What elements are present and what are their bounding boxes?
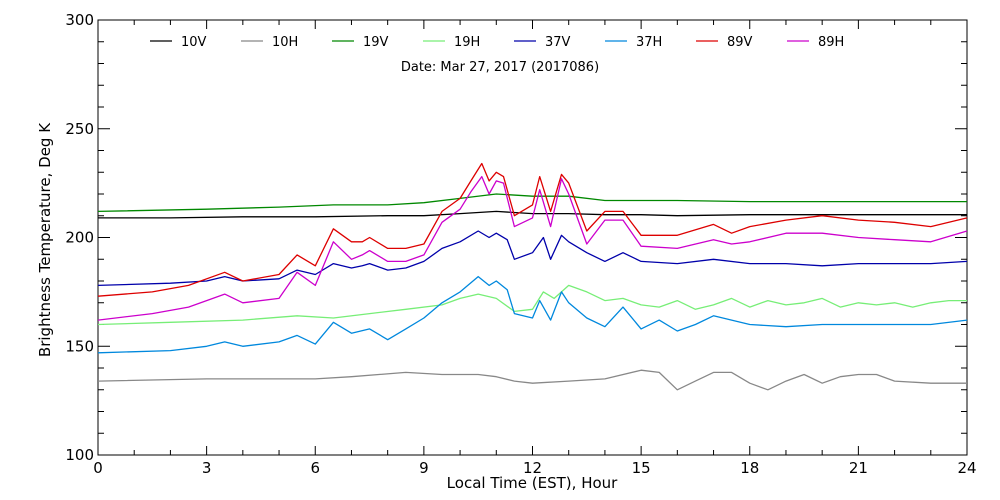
legend-label-10h: 10H xyxy=(272,35,298,50)
axis-ticks xyxy=(97,19,968,456)
date-annotation: Date: Mar 27, 2017 (2017086) xyxy=(401,60,599,75)
x-tick-label: 3 xyxy=(202,459,212,477)
x-tick-label: 12 xyxy=(523,459,542,477)
series-line-37h xyxy=(97,275,968,354)
series-line-37v xyxy=(97,230,968,287)
legend-label-19h: 19H xyxy=(454,35,480,50)
x-tick-label: 9 xyxy=(419,459,429,477)
y-tick-label: 150 xyxy=(65,337,94,355)
axis-tick-labels: 0 3 6 9 12 15 18 21 24 100 150 200 250 300 xyxy=(65,11,976,477)
x-tick-label: 21 xyxy=(849,459,868,477)
y-tick-label: 300 xyxy=(65,11,94,29)
x-tick-label: 0 xyxy=(93,459,103,477)
legend-label-37v: 37V xyxy=(545,35,571,50)
y-tick-label: 100 xyxy=(65,446,94,464)
x-tick-label: 15 xyxy=(632,459,651,477)
plot-frame xyxy=(97,19,968,456)
series-line-10h xyxy=(97,369,967,391)
series-line-10v xyxy=(98,210,967,219)
series-line-19v xyxy=(97,193,967,213)
x-axis-title: Local Time (EST), Hour xyxy=(447,474,618,492)
legend-label-19v: 19V xyxy=(363,35,389,50)
y-axis-title: Brightness Temperature, Deg K xyxy=(36,122,54,357)
y-tick-label: 250 xyxy=(65,120,94,138)
legend: 10V 10H 19V 19H 37V 37H 89V 89H xyxy=(150,35,844,50)
series-lines xyxy=(97,162,968,391)
y-tick-label: 200 xyxy=(65,229,94,247)
x-tick-label: 6 xyxy=(310,459,320,477)
legend-label-89h: 89H xyxy=(818,35,844,50)
legend-label-10v: 10V xyxy=(181,35,207,50)
series-line-19h xyxy=(97,284,967,326)
series-line-89v xyxy=(97,162,968,297)
x-tick-label: 18 xyxy=(740,459,759,477)
legend-label-89v: 89V xyxy=(727,35,753,50)
legend-label-37h: 37H xyxy=(636,35,662,50)
x-tick-label: 24 xyxy=(957,459,976,477)
series-line-89h xyxy=(97,175,968,321)
